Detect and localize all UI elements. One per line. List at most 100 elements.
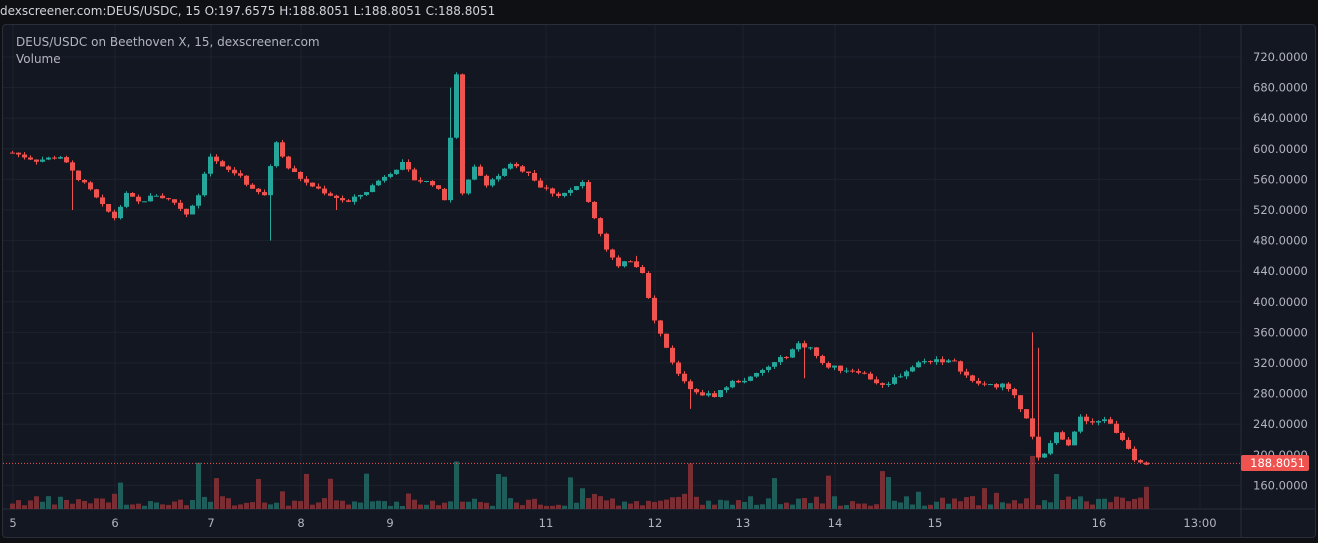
volume-bar (442, 502, 447, 509)
y-tick-label: 640.0000 (1253, 111, 1308, 125)
candle-body (832, 365, 837, 368)
volume-bar (22, 505, 27, 509)
volume-bar (838, 505, 843, 509)
price-chart[interactable]: 720.0000 680.0000 640.0000 600.0000 560.0000… (3, 25, 1315, 537)
candle-body (994, 384, 999, 388)
candle-body (190, 205, 195, 215)
volume-bar (892, 500, 897, 509)
volume-bar (214, 478, 219, 509)
volume-bar (94, 498, 99, 509)
candle-body (1102, 419, 1107, 422)
candle-body (184, 208, 189, 215)
candle-body (1090, 421, 1095, 423)
volume-bar (406, 493, 411, 509)
candle-body (196, 195, 201, 206)
volume-bar (688, 463, 693, 509)
candle-body (238, 173, 243, 176)
candle-body (862, 372, 867, 374)
candle-body (1138, 460, 1143, 463)
volume-bar (586, 498, 591, 509)
candle-body (646, 273, 651, 298)
volume-bar (682, 493, 687, 509)
volume-bar (1072, 499, 1077, 509)
candle-body (400, 161, 405, 170)
volume-bar (256, 479, 261, 509)
volume-bar (976, 505, 981, 509)
volume-bar (790, 504, 795, 509)
chart-panel[interactable]: 720.0000 680.0000 640.0000 600.0000 560.0000… (2, 24, 1316, 538)
volume-bar (520, 505, 525, 509)
candle-body (874, 379, 879, 384)
candle-body (1000, 383, 1005, 388)
y-tick-label: 600.0000 (1253, 142, 1308, 156)
candle-body (754, 372, 759, 377)
volume-bar (334, 500, 339, 509)
volume-bar (1126, 501, 1131, 509)
candle-body (904, 371, 909, 377)
candle-body (706, 393, 711, 396)
candle-body (412, 169, 417, 181)
volume-bar (496, 474, 501, 509)
candle-body (484, 175, 489, 186)
candle-body (370, 185, 375, 193)
volume-bar (208, 501, 213, 509)
candle-body (406, 161, 411, 170)
candle-body (436, 185, 441, 189)
volume-bar (718, 499, 723, 509)
y-tick-label: 360.0000 (1253, 325, 1308, 339)
candle-body (808, 347, 813, 349)
volume-bar (490, 505, 495, 509)
y-tick-label: 160.0000 (1253, 478, 1308, 492)
volume-bar (880, 471, 885, 509)
candle-body (244, 175, 249, 185)
volume-bar (676, 496, 681, 509)
volume-bar (550, 505, 555, 509)
candle-body (448, 137, 453, 201)
volume-bar (754, 504, 759, 509)
candle-body (88, 182, 93, 190)
volume-bar (148, 501, 153, 509)
symbol-label: dexscreener.com:DEUS/USDC, 15 (0, 4, 201, 18)
volume-bar (748, 496, 753, 509)
volume-bar (556, 504, 561, 509)
volume-bar (784, 502, 789, 509)
volume-bar (616, 505, 621, 509)
volume-bar (610, 498, 615, 509)
candle-body (736, 380, 741, 383)
candle-body (364, 192, 369, 195)
volume-bar (166, 504, 171, 509)
candle-body (586, 182, 591, 202)
volume-bar (910, 504, 915, 509)
volume-bar (514, 502, 519, 509)
candle-body (574, 186, 579, 190)
x-tick-label: 12 (648, 516, 663, 530)
volume-bar (112, 493, 117, 509)
volume-bar (226, 498, 231, 509)
candle-body (958, 361, 963, 372)
volume-bar (286, 505, 291, 509)
candle-body (520, 166, 525, 172)
volume-bar (916, 491, 921, 509)
volume-bar (352, 501, 357, 509)
volume-bar (262, 502, 267, 509)
candle-body (154, 195, 159, 197)
y-tick-label: 280.0000 (1253, 387, 1308, 401)
candle-body (250, 184, 255, 189)
candle-body (292, 168, 297, 172)
candle-body (58, 157, 63, 159)
candle-body (322, 188, 327, 194)
candle-body (70, 162, 75, 171)
volume-bar (106, 502, 111, 509)
candle-body (700, 392, 705, 396)
x-tick-label: 14 (828, 516, 843, 530)
candle-body (268, 166, 273, 196)
symbol-header: dexscreener.com:DEUS/USDC, 15 O:197.6575 H… (0, 0, 1318, 24)
candle-body (46, 157, 51, 160)
volume-bar (538, 504, 543, 509)
volume-bar (1006, 503, 1011, 509)
candle-body (1066, 439, 1071, 446)
candle-body (556, 193, 561, 196)
volume-bar (766, 498, 771, 509)
candle-body (976, 380, 981, 384)
volume-bar (952, 498, 957, 509)
